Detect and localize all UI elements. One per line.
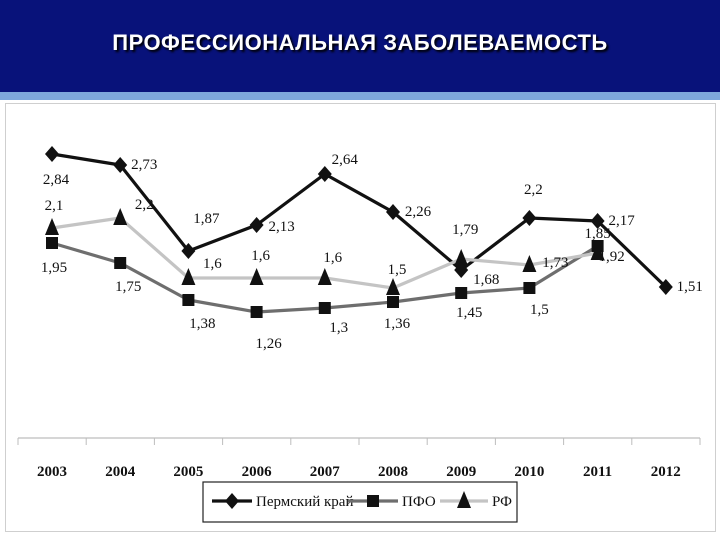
data-point-diamond — [113, 157, 128, 173]
legend-label: РФ — [492, 494, 512, 510]
data-point-square — [387, 296, 399, 308]
data-label: 1,85 — [584, 226, 610, 242]
data-label: 2,17 — [608, 213, 635, 229]
data-label: 1,6 — [203, 256, 222, 272]
page-title: ПРОФЕССИОНАЛЬНАЯ ЗАБОЛЕВАЕМОСТЬ — [112, 30, 608, 55]
series-lines — [51, 152, 667, 314]
legend-marker-triangle — [457, 491, 471, 508]
data-point-diamond — [522, 210, 537, 226]
x-tick-label: 2005 — [173, 464, 203, 480]
data-point-diamond — [317, 166, 332, 182]
data-point-square — [318, 302, 331, 314]
data-point-square — [182, 294, 195, 306]
x-axis: 2003 2004 2005 2006 2007 2008 2009 2010 2011 2012 — [17, 437, 701, 480]
data-point-diamond — [658, 279, 673, 295]
x-tick-label: 2012 — [651, 464, 681, 480]
data-label: 1,87 — [193, 211, 220, 227]
data-label: 1,45 — [456, 305, 482, 321]
data-point-square — [114, 257, 127, 269]
data-label: 1,73 — [542, 255, 568, 271]
series-markers — [45, 146, 673, 318]
data-label: 1,95 — [41, 260, 67, 276]
data-point-diamond — [590, 213, 605, 229]
data-label: 1,75 — [115, 279, 141, 295]
data-point-diamond — [181, 243, 196, 259]
data-point-square — [250, 306, 263, 318]
data-point-diamond — [45, 146, 59, 162]
title-bar — [0, 0, 720, 92]
data-label: 2,64 — [332, 152, 359, 168]
data-point-triangle — [181, 268, 196, 285]
data-label: 1,38 — [189, 316, 215, 332]
data-label: 1,92 — [598, 249, 624, 265]
data-point-triangle — [454, 249, 469, 266]
data-point-diamond — [454, 262, 469, 278]
x-tick-label: 2010 — [514, 464, 544, 480]
series-line-0 — [51, 152, 667, 289]
data-label: 2,73 — [131, 157, 157, 173]
data-label: 1,6 — [323, 250, 342, 266]
data-label: 1,5 — [530, 302, 549, 318]
data-point-square — [591, 240, 604, 252]
data-point-triangle — [386, 278, 400, 295]
data-label: 1,79 — [452, 222, 478, 238]
x-tick-label: 2011 — [583, 464, 612, 480]
data-labels: 2,84 2,73 1,87 2,13 2,64 2,26 1,68 2,2 2,17 1,51 1… — [41, 152, 703, 352]
legend-label: ПФО — [402, 494, 436, 510]
data-label: 1,3 — [329, 320, 348, 336]
data-label: 2,2 — [524, 182, 543, 198]
x-tick-label: 2004 — [105, 464, 136, 480]
data-point-triangle — [249, 268, 264, 285]
x-tick-label: 2003 — [37, 464, 67, 480]
data-label: 1,5 — [388, 262, 407, 278]
data-label: 1,68 — [473, 272, 499, 288]
data-label: 2,13 — [268, 219, 294, 235]
data-point-diamond — [386, 204, 400, 220]
title-underline — [0, 92, 720, 100]
data-label: 1,26 — [255, 336, 282, 352]
data-label: 2,2 — [135, 197, 154, 213]
data-label: 2,1 — [45, 198, 64, 214]
data-label: 2,84 — [43, 172, 70, 188]
data-point-triangle — [45, 218, 59, 235]
data-label: 1,6 — [251, 248, 270, 264]
data-label: 2,26 — [405, 204, 432, 220]
data-point-square — [455, 287, 468, 299]
data-point-triangle — [113, 208, 128, 225]
legend: Пермский край ПФО РФ — [202, 481, 518, 523]
x-tick-label: 2009 — [446, 464, 476, 480]
data-point-square — [523, 282, 536, 294]
data-point-diamond — [249, 217, 264, 233]
legend-marker-diamond — [225, 493, 239, 509]
chart-frame — [5, 103, 716, 532]
data-label: 1,51 — [677, 279, 703, 295]
x-tick-label: 2008 — [378, 464, 408, 480]
legend-marker-square — [367, 495, 379, 507]
x-tick-label: 2007 — [310, 464, 341, 480]
x-tick-label: 2006 — [242, 464, 273, 480]
legend-label: Пермский край — [256, 494, 353, 510]
data-point-triangle — [522, 255, 537, 272]
data-point-triangle — [317, 268, 332, 285]
data-point-square — [46, 237, 58, 249]
data-label: 1,36 — [384, 316, 411, 332]
